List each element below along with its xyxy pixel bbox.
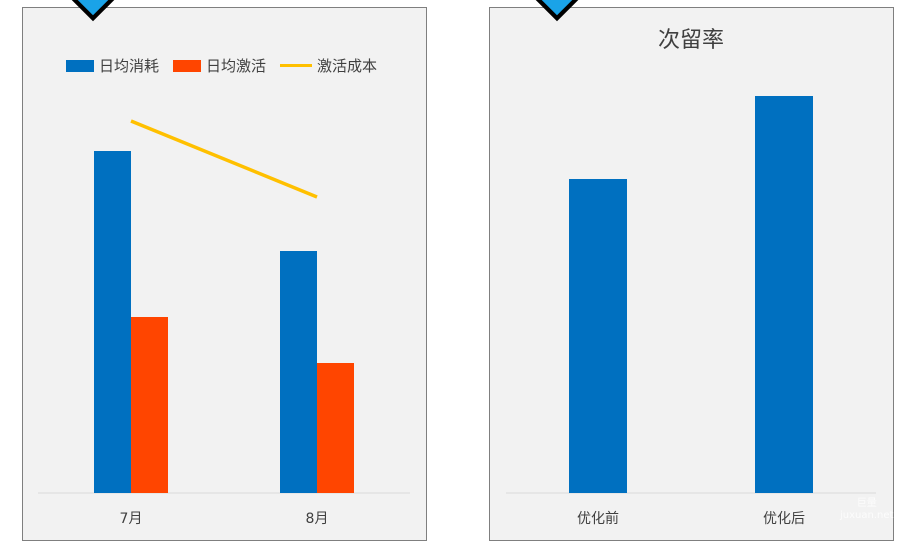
legend: 日均消耗 日均激活 激活成本 <box>66 55 391 76</box>
x-tick-label: 优化前 <box>577 510 619 527</box>
bar-日均消耗 <box>94 151 131 493</box>
chart-panel-right <box>489 7 894 541</box>
legend-label: 日均消耗 <box>99 57 160 75</box>
bar-日均消耗 <box>280 251 317 493</box>
legend-swatch <box>173 59 202 72</box>
line-激活成本 <box>130 119 318 199</box>
legend-label: 激活成本 <box>317 57 378 75</box>
legend-label: 日均激活 <box>206 57 267 75</box>
bar <box>755 96 813 493</box>
legend-item: 日均消耗 <box>66 55 159 76</box>
legend-swatch <box>66 59 94 72</box>
watermark: 巨量 juxuan.net <box>840 498 893 522</box>
legend-item: 激活成本 <box>280 55 377 76</box>
chart-title: 次留率 <box>657 28 724 53</box>
x-tick-label: 8月 <box>306 511 329 527</box>
bar <box>569 179 627 493</box>
watermark-line: 巨量 <box>856 498 877 509</box>
chart-panel-left <box>22 7 427 541</box>
bar-日均激活 <box>317 363 354 493</box>
legend-item: 日均激活 <box>173 55 266 76</box>
bar-日均激活 <box>131 317 168 493</box>
watermark-line: juxuan.net <box>840 510 894 521</box>
legend-line <box>280 64 313 67</box>
x-tick-label: 优化后 <box>763 511 805 527</box>
x-tick-label: 7月 <box>120 511 143 527</box>
